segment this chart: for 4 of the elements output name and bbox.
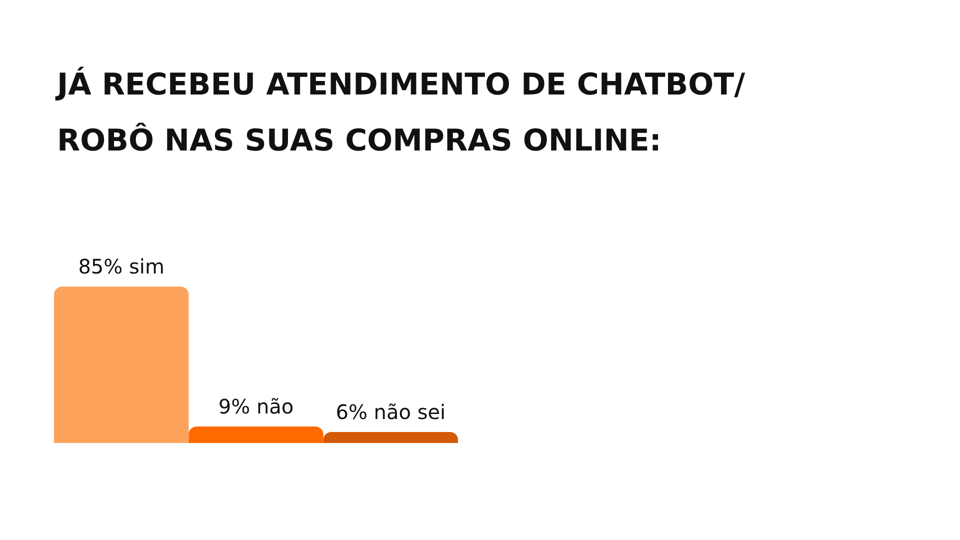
chart-title: JÁ RECEBEU ATENDIMENTO DE CHATBOT/ ROBÔ NAS SUAS COMPRAS ONLINE: <box>55 66 746 158</box>
data-label: 6% não sei <box>336 400 446 424</box>
data-label: 85% sim <box>78 254 164 279</box>
data-label: 9% não <box>218 394 294 418</box>
